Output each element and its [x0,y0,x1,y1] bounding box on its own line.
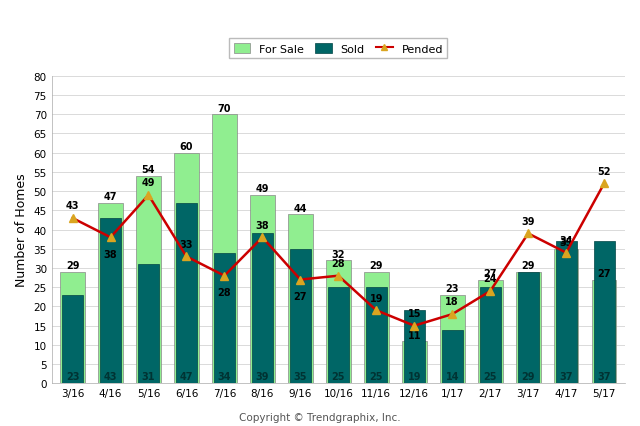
Text: 49: 49 [141,178,156,188]
Pended [221,273,228,279]
Text: 19: 19 [369,293,383,303]
Bar [366,288,387,383]
Bar [478,280,502,383]
Bar [252,234,273,383]
Bar [250,196,275,383]
Text: 37: 37 [597,371,611,382]
Bar [212,115,237,383]
Text: 29: 29 [66,261,79,271]
Bar [326,261,351,383]
Text: 27: 27 [483,268,497,278]
Pended [524,231,532,236]
Text: 34: 34 [218,371,231,382]
Pended [563,250,570,256]
Pended [372,308,380,313]
Text: 43: 43 [104,371,117,382]
Text: Copyright © Trendgraphix, Inc.: Copyright © Trendgraphix, Inc. [239,412,401,422]
Pended [145,193,152,198]
Text: 25: 25 [369,371,383,382]
Text: 35: 35 [559,238,573,248]
Text: 70: 70 [218,104,231,113]
Text: 32: 32 [332,249,345,259]
Text: 27: 27 [597,268,611,278]
Bar [516,272,541,383]
Text: 39: 39 [522,216,535,226]
Bar [62,295,83,383]
Text: 31: 31 [141,371,156,382]
Text: 54: 54 [141,165,156,175]
Bar [402,341,427,383]
Bar [176,203,197,383]
Text: 47: 47 [104,192,117,201]
Text: 47: 47 [180,371,193,382]
Text: 49: 49 [255,184,269,194]
Text: 38: 38 [104,249,117,259]
Bar [556,242,577,383]
Pended [296,277,304,282]
Text: 23: 23 [66,371,79,382]
Pended [335,273,342,279]
Bar [480,288,500,383]
Text: 35: 35 [294,371,307,382]
Text: 43: 43 [66,201,79,211]
Pended [182,254,190,259]
Bar [60,272,85,383]
Bar [554,249,579,383]
Pended [68,216,76,221]
Bar [98,203,123,383]
Text: 60: 60 [180,142,193,152]
Text: 29: 29 [522,371,535,382]
Text: 38: 38 [255,220,269,230]
Text: 23: 23 [445,284,459,294]
Text: 33: 33 [180,239,193,249]
Legend: For Sale, Sold, Pended: For Sale, Sold, Pended [229,39,447,59]
Pended [410,323,418,328]
Bar [136,176,161,383]
Text: 25: 25 [483,371,497,382]
Bar [174,153,199,383]
Text: 34: 34 [559,236,573,245]
Text: 27: 27 [294,291,307,301]
Text: 28: 28 [332,259,345,268]
Text: 28: 28 [218,288,231,297]
Text: 14: 14 [445,371,459,382]
Bar [138,265,159,383]
Bar [100,219,121,383]
Pended [107,235,115,240]
Bar [442,330,463,383]
Pended [486,289,494,294]
Text: 25: 25 [332,371,345,382]
Bar [592,280,616,383]
Line: Pended: Pended [68,180,608,330]
Y-axis label: Number of Homes: Number of Homes [15,173,28,287]
Bar [364,272,388,383]
Bar [404,311,425,383]
Bar [440,295,465,383]
Text: 19: 19 [408,371,421,382]
Text: 18: 18 [445,297,459,307]
Text: 29: 29 [369,261,383,271]
Text: 11: 11 [408,330,421,340]
Bar [214,253,235,383]
Bar [594,242,614,383]
Text: 29: 29 [522,261,535,271]
Pended [449,312,456,317]
Text: 24: 24 [483,274,497,284]
Bar [328,288,349,383]
Bar [288,215,313,383]
Bar [518,272,539,383]
Text: 15: 15 [408,308,421,318]
Text: 52: 52 [597,167,611,176]
Text: 44: 44 [294,203,307,213]
Text: 39: 39 [255,371,269,382]
Bar [290,249,311,383]
Text: 37: 37 [559,371,573,382]
Pended [259,235,266,240]
Pended [600,181,608,187]
